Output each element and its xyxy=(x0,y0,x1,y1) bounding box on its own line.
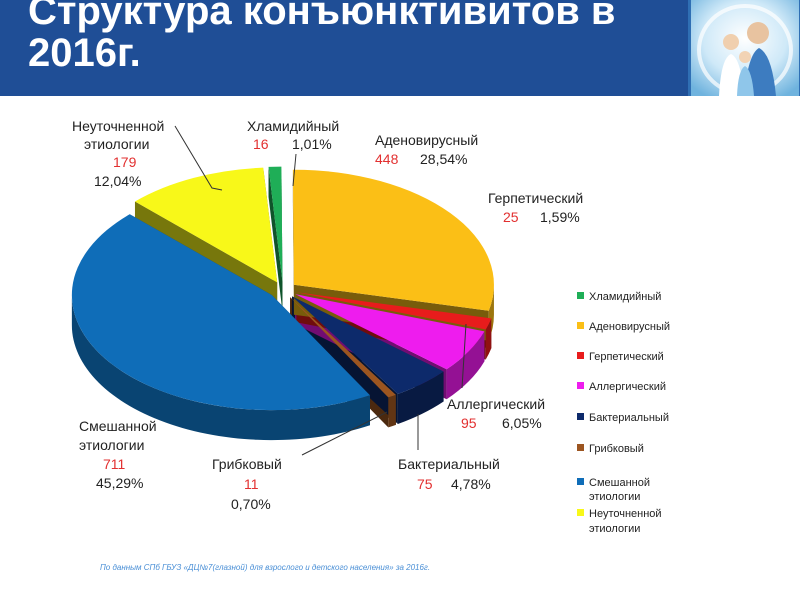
pie-3d xyxy=(71,166,494,441)
legend-swatch-neutochnennoy xyxy=(577,509,584,516)
pie-chart: Хламидийный 16 1,01% Аденовирусный 448 2… xyxy=(71,118,670,535)
label-percent: 1,01% xyxy=(292,136,332,152)
family-photo-icon xyxy=(688,0,800,96)
label-name: Хламидийный xyxy=(247,118,339,134)
pie-slice-allergichesky xyxy=(295,294,485,370)
label-percent: 45,29% xyxy=(96,475,143,491)
pie-slice-neutochnennoy xyxy=(134,167,278,283)
leader-lines xyxy=(174,125,467,456)
legend-label-neutochnennoy-1: Неуточненной xyxy=(589,508,662,520)
legend-swatch-adenovirusny xyxy=(577,322,584,329)
pie-slice-adenovirusny xyxy=(292,169,494,311)
label-value: 448 xyxy=(375,151,399,167)
label-name-2: этиологии xyxy=(84,136,149,152)
legend-label-smeshannoy-1: Смешанной xyxy=(589,477,650,489)
label-percent: 12,04% xyxy=(94,173,141,189)
pie-slice-bakterialny xyxy=(292,296,444,394)
label-value: 95 xyxy=(461,415,477,431)
label-name: Аллергический xyxy=(447,396,545,412)
legend-label-gerpetichesky: Герпетический xyxy=(589,351,664,363)
label-percent: 1,59% xyxy=(540,209,580,225)
legend-label-hlamidiyny: Хламидийный xyxy=(589,291,661,303)
page-title: Структура конъюнктивитов в 2016г. xyxy=(28,0,668,74)
legend-swatch-hlamidiyny xyxy=(577,292,584,299)
label-neutochnennoy: Неуточненной этиологии 179 12,04% xyxy=(72,118,164,189)
label-allergichesky: Аллергический 95 6,05% xyxy=(447,396,545,431)
pie-slice-gerpetichesky xyxy=(296,292,492,330)
label-percent: 6,05% xyxy=(502,415,542,431)
label-hlamidiyny: Хламидийный 16 1,01% xyxy=(247,118,339,152)
label-value: 179 xyxy=(113,154,137,170)
legend-swatch-gerpetichesky xyxy=(577,352,584,359)
label-name: Герпетический xyxy=(488,190,583,206)
pie-side-allergichesky xyxy=(446,331,485,400)
title-line-1: Структура конъюнктивитов в xyxy=(28,0,616,33)
label-percent: 4,78% xyxy=(451,476,491,492)
label-name: Бактериальный xyxy=(398,456,500,472)
label-name-2: этиологии xyxy=(79,437,144,453)
label-value: 711 xyxy=(103,456,126,472)
legend-swatch-bakterialny xyxy=(577,413,584,420)
label-percent: 28,54% xyxy=(420,151,467,167)
legend-label-neutochnennoy-2: этиологии xyxy=(589,523,640,535)
label-value: 75 xyxy=(417,476,433,492)
legend-label-adenovirusny: Аденовирусный xyxy=(589,321,670,333)
label-name-1: Неуточненной xyxy=(72,118,164,134)
legend-label-smeshannoy-2: этиологии xyxy=(589,491,640,503)
label-bakterialny: Бактериальный 75 4,78% xyxy=(398,456,500,492)
label-value: 11 xyxy=(244,476,259,492)
pie-slice-gribkovy xyxy=(290,297,396,398)
legend-label-allergichesky: Аллергический xyxy=(589,381,666,393)
label-gribkovy: Грибковый 11 0,70% xyxy=(212,456,282,512)
pie-side-gerpetichesky xyxy=(485,318,492,360)
label-smeshannoy: Смешанной этиологии 711 45,29% xyxy=(79,418,157,491)
label-name: Аденовирусный xyxy=(375,132,478,148)
legend-label-gribkovy: Грибковый xyxy=(589,443,644,455)
label-gerpetichesky: Герпетический 25 1,59% xyxy=(488,190,583,225)
pie-wall-hlamidiyny-0 xyxy=(268,166,283,312)
pie-side-smeshannoy xyxy=(71,295,371,441)
source-footnote: По данным СПб ГБУЗ «ДЦ№7(глазной) для вз… xyxy=(100,563,431,572)
label-value: 25 xyxy=(503,209,519,225)
legend-swatch-gribkovy xyxy=(577,444,584,451)
pie-slice-hlamidiyny xyxy=(268,166,283,282)
label-name-1: Смешанной xyxy=(79,418,157,434)
pie-side-gribkovy xyxy=(388,394,396,428)
label-percent: 0,70% xyxy=(231,496,271,512)
header-banner: Структура конъюнктивитов в 2016г. xyxy=(0,0,800,96)
pie-wall-adenovirusny-0 xyxy=(292,169,294,315)
legend-label-bakterialny: Бактериальный xyxy=(589,412,669,424)
pie-side-bakterialny xyxy=(397,371,444,424)
label-name: Грибковый xyxy=(212,456,282,472)
label-adenovirusny: Аденовирусный 448 28,54% xyxy=(375,132,478,167)
title-line-2: 2016г. xyxy=(28,31,141,75)
chart-legend: Хламидийный Аденовирусный Герпетический … xyxy=(577,291,670,535)
pie-slice-smeshannoy xyxy=(71,214,371,411)
label-value: 16 xyxy=(253,136,269,152)
legend-swatch-smeshannoy xyxy=(577,478,584,485)
legend-swatch-allergichesky xyxy=(577,382,584,389)
